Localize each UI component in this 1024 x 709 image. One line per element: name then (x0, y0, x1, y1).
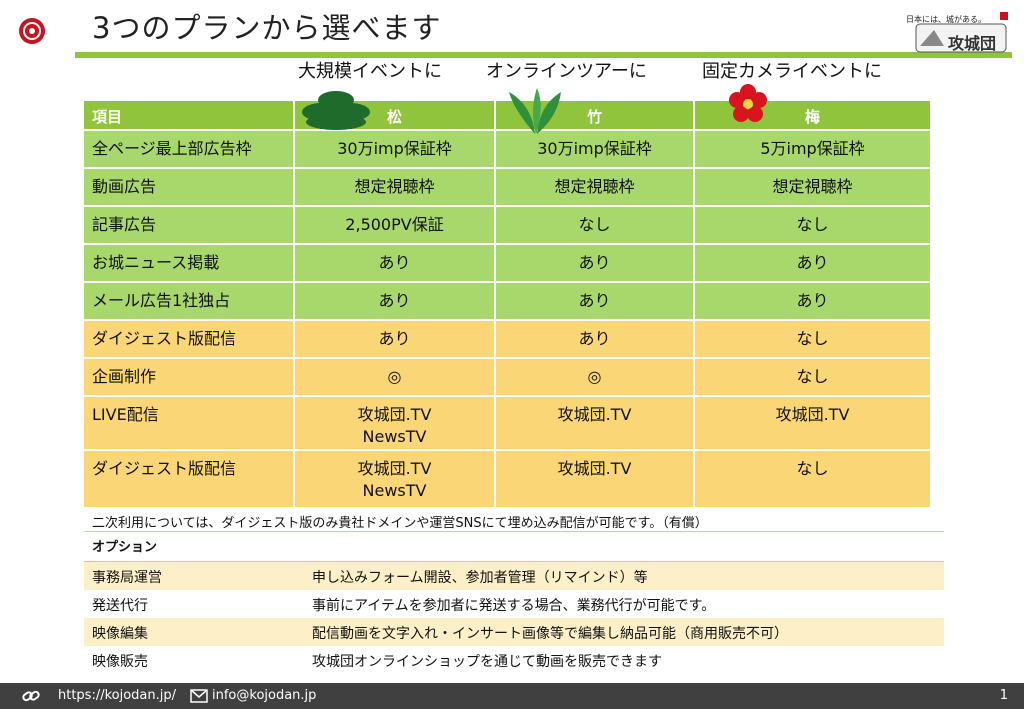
note-divider (84, 531, 944, 532)
row-label: お城ニュース掲載 (84, 245, 293, 281)
cell-ume: あり (695, 245, 930, 281)
castle-logo-icon (915, 12, 1008, 53)
cell-take: あり (496, 245, 693, 281)
pine-icon (302, 91, 370, 130)
cell-matsu: 2,500PV保証 (295, 207, 494, 243)
cell-ume: なし (695, 207, 930, 243)
cell-matsu: 攻城団.TV NewsTV (295, 451, 494, 507)
table-row: 企画制作 ◎ ◎ なし (84, 359, 930, 395)
brand-name: 攻城団 (948, 34, 997, 53)
cell-matsu: 30万imp保証枠 (295, 131, 494, 167)
table-row: LIVE配信 攻城団.TV NewsTV 攻城団.TV 攻城団.TV (84, 397, 930, 449)
table-row: 全ページ最上部広告枠 30万imp保証枠 30万imp保証枠 5万imp保証枠 (84, 131, 930, 167)
cell-ume: 5万imp保証枠 (695, 131, 930, 167)
cell-take: あり (496, 321, 693, 357)
cell-take: 30万imp保証枠 (496, 131, 693, 167)
row-label: 企画制作 (84, 359, 293, 395)
cell-ume: なし (695, 321, 930, 357)
page-title: 3つのプランから選べます (92, 11, 442, 45)
option-desc: 申し込みフォーム開設、参加者管理（リマインド）等 (312, 570, 648, 586)
plan-caption-matsu: 大規模イベントに (298, 61, 442, 82)
table-row: ダイジェスト版配信 あり あり なし (84, 321, 930, 357)
crest-icon (19, 18, 45, 44)
cell-take: あり (496, 283, 693, 319)
brand-logo: 日本には、城がある。 攻城団 (906, 6, 1012, 54)
table-row: メール広告1社独占 あり あり あり (84, 283, 930, 319)
options-divider (84, 561, 944, 562)
option-row: 映像販売 攻城団オンラインショップを通じて動画を販売できます (84, 646, 944, 674)
header-item: 項目 (84, 101, 293, 129)
cell-ume: 想定視聴枠 (695, 169, 930, 205)
option-desc: 事前にアイテムを参加者に発送する場合、業務代行が可能です。 (312, 598, 716, 614)
cell-take: なし (496, 207, 693, 243)
option-name: 発送代行 (92, 598, 148, 614)
cell-matsu: あり (295, 245, 494, 281)
secondary-use-note: 二次利用については、ダイジェスト版のみ貴社ドメインや運営SNSにて埋め込み配信が… (92, 516, 708, 531)
plan-caption-take: オンラインツアーに (486, 61, 647, 82)
cell-take: 攻城団.TV (496, 451, 693, 507)
row-label: 全ページ最上部広告枠 (84, 131, 293, 167)
cell-take: ◎ (496, 359, 693, 395)
row-label: メール広告1社独占 (84, 283, 293, 319)
table-row: お城ニュース掲載 あり あり あり (84, 245, 930, 281)
table-row: 動画広告 想定視聴枠 想定視聴枠 想定視聴枠 (84, 169, 930, 205)
cell-ume: なし (695, 359, 930, 395)
bamboo-icon (509, 88, 561, 134)
cell-matsu: 攻城団.TV NewsTV (295, 397, 494, 449)
table-header-row: 項目 松 竹 梅 (84, 101, 930, 129)
cell-matsu: あり (295, 283, 494, 319)
options-heading: オプション (92, 540, 158, 555)
cell-matsu: ◎ (295, 359, 494, 395)
cell-take: 想定視聴枠 (496, 169, 693, 205)
row-label: ダイジェスト版配信 (84, 451, 293, 507)
link-icon (22, 690, 40, 702)
footer-email-link[interactable]: info@kojodan.jp (212, 688, 317, 703)
cell-matsu: あり (295, 321, 494, 357)
page-number: 1 (999, 688, 1008, 703)
row-label: LIVE配信 (84, 397, 293, 449)
table-row: 記事広告 2,500PV保証 なし なし (84, 207, 930, 243)
brand-slogan: 日本には、城がある。 (906, 15, 986, 24)
table-row: ダイジェスト版配信 攻城団.TV NewsTV 攻城団.TV なし (84, 451, 930, 507)
cell-matsu: 想定視聴枠 (295, 169, 494, 205)
option-name: 事務局運営 (92, 570, 162, 586)
option-row: 事務局運営 申し込みフォーム開設、参加者管理（リマインド）等 (84, 562, 944, 590)
cell-ume: あり (695, 283, 930, 319)
row-label: 動画広告 (84, 169, 293, 205)
option-row: 映像編集 配信動画を文字入れ・インサート画像等で編集し納品可能（商用販売不可） (84, 618, 944, 646)
row-label: 記事広告 (84, 207, 293, 243)
title-divider (75, 52, 1012, 58)
mail-icon (190, 689, 208, 703)
footer-bar: https://kojodan.jp/ info@kojodan.jp 1 (0, 683, 1024, 709)
option-name: 映像編集 (92, 626, 148, 642)
cell-ume: 攻城団.TV (695, 397, 930, 449)
option-row: 発送代行 事前にアイテムを参加者に発送する場合、業務代行が可能です。 (84, 590, 944, 618)
option-desc: 配信動画を文字入れ・インサート画像等で編集し納品可能（商用販売不可） (312, 626, 788, 642)
option-name: 映像販売 (92, 654, 148, 670)
option-desc: 攻城団オンラインショップを通じて動画を販売できます (312, 654, 662, 670)
cell-take: 攻城団.TV (496, 397, 693, 449)
row-label: ダイジェスト版配信 (84, 321, 293, 357)
footer-url-link[interactable]: https://kojodan.jp/ (58, 688, 177, 703)
plum-blossom-icon (729, 84, 767, 122)
plan-caption-ume: 固定カメライベントに (702, 61, 882, 82)
cell-ume: なし (695, 451, 930, 507)
